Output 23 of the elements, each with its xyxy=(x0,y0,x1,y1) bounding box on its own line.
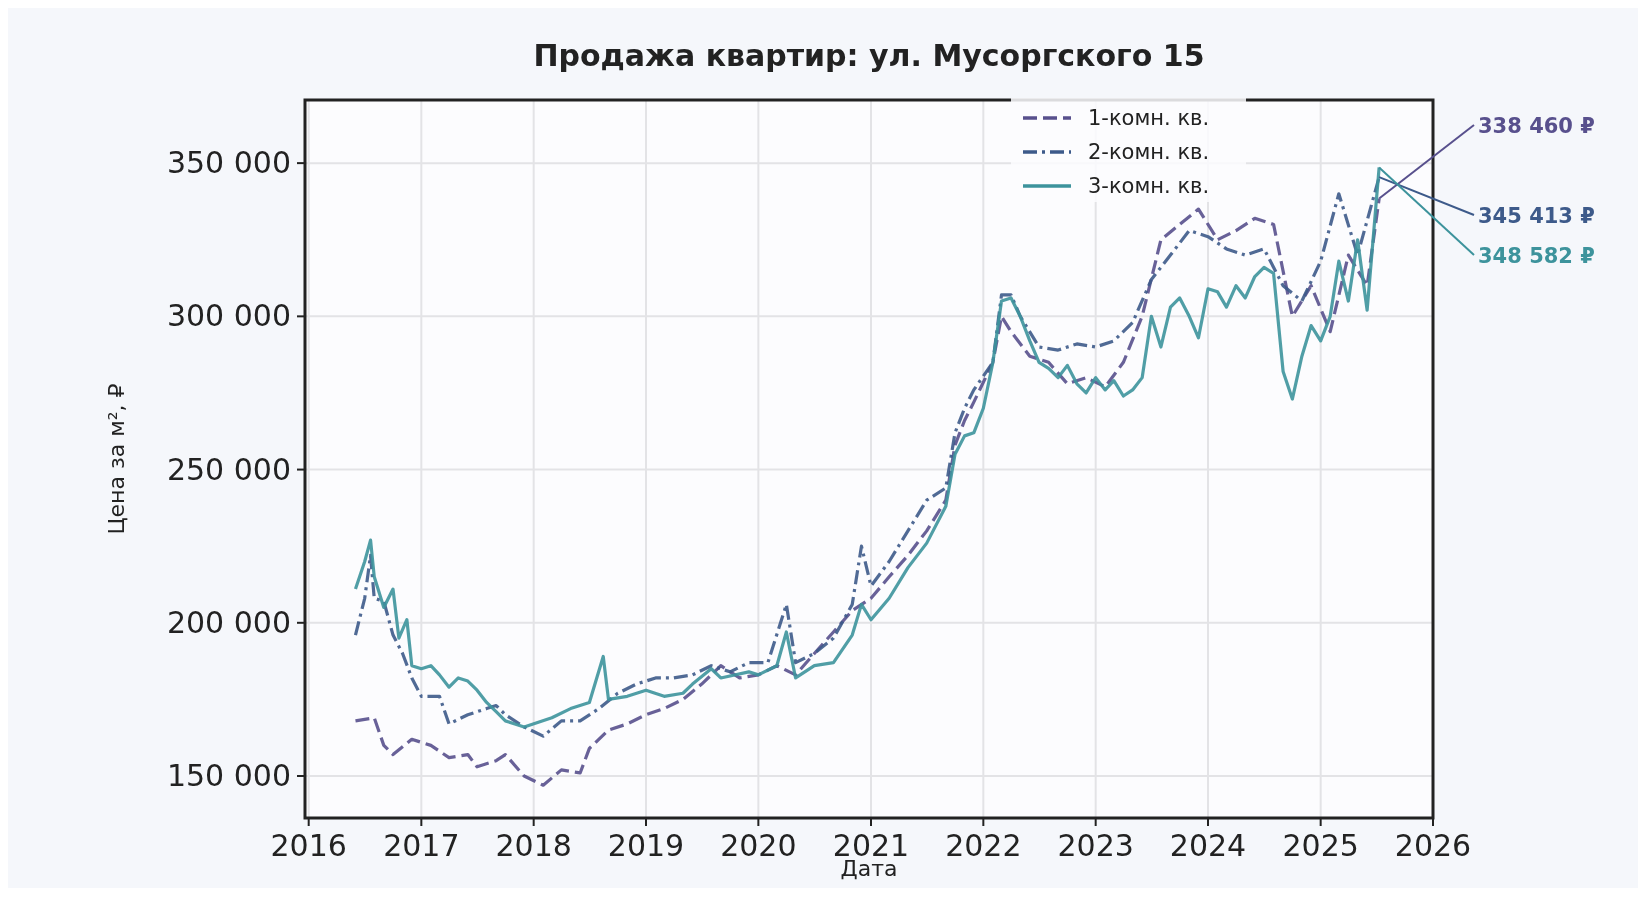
y-tick-label: 150 000 xyxy=(166,758,291,794)
legend-label: 2-комн. кв. xyxy=(1088,140,1210,164)
x-tick-label: 2018 xyxy=(495,828,572,863)
legend-label: 1-комн. кв. xyxy=(1088,106,1210,130)
annotation: 348 582 ₽ xyxy=(1478,244,1595,268)
x-tick-label: 2023 xyxy=(1057,828,1134,863)
x-tick-label: 2026 xyxy=(1394,828,1472,863)
y-tick-label: 250 000 xyxy=(166,451,291,487)
y-tick-label: 300 000 xyxy=(166,298,291,334)
x-tick-label: 2025 xyxy=(1282,828,1359,863)
y-tick-label: 350 000 xyxy=(166,145,291,181)
annotation: 338 460 ₽ xyxy=(1478,114,1595,138)
annotation: 345 413 ₽ xyxy=(1478,204,1595,228)
x-tick-label: 2020 xyxy=(720,828,797,863)
y-tick-label: 200 000 xyxy=(166,604,291,640)
legend-label: 3-комн. кв. xyxy=(1088,174,1210,198)
x-tick-label: 2019 xyxy=(607,828,685,863)
y-axis-title: Цена за м², ₽ xyxy=(104,383,129,535)
x-tick-label: 2017 xyxy=(383,828,460,863)
chart-title: Продажа квартир: ул. Мусоргского 15 xyxy=(533,38,1205,73)
x-tick-label: 2022 xyxy=(945,828,1022,863)
x-tick-label: 2024 xyxy=(1169,828,1247,863)
x-tick-label: 2016 xyxy=(270,828,347,863)
